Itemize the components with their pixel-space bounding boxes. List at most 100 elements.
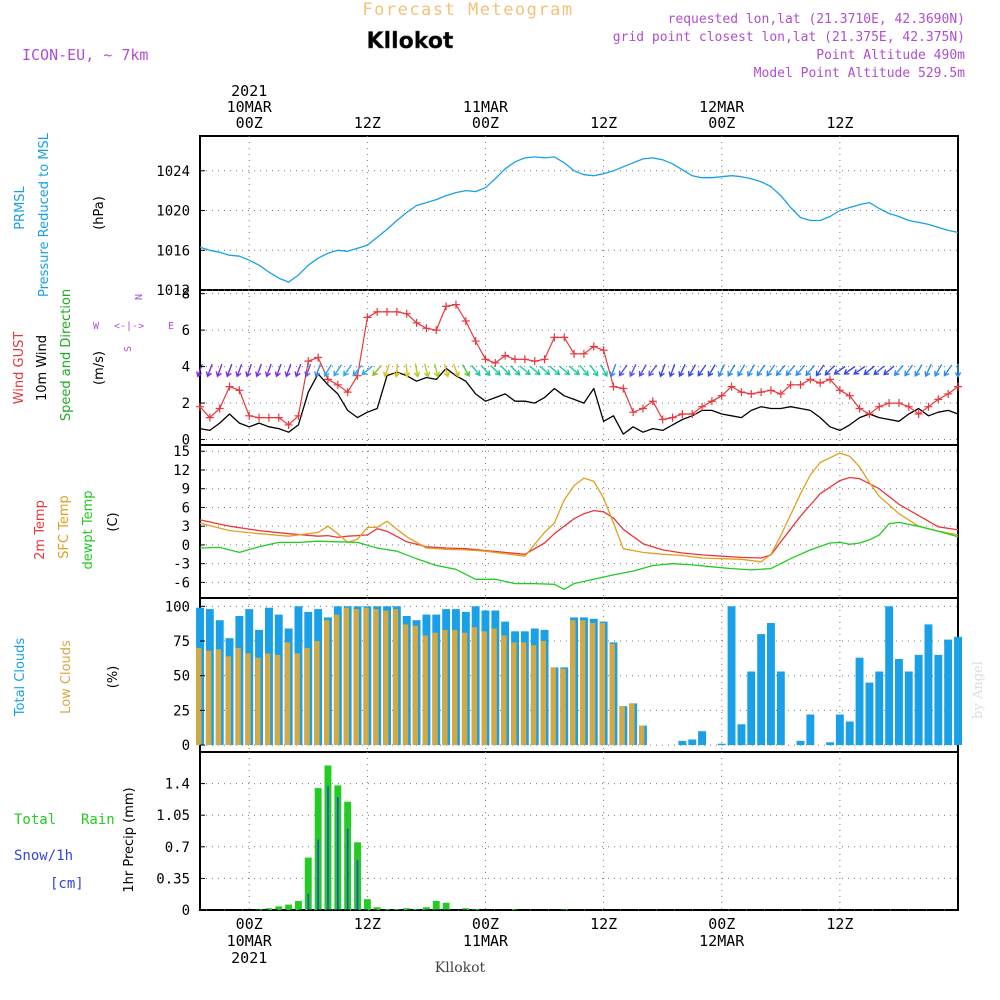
wind-direction-arrow — [509, 365, 521, 376]
wind-direction-arrow — [609, 363, 617, 378]
gust-point — [826, 375, 835, 384]
gust-point — [422, 324, 431, 333]
wind-direction-arrow — [453, 363, 460, 378]
wind-direction-arrow — [393, 363, 400, 378]
ytick-wind: 0 — [182, 433, 190, 449]
ytick-precipitation: 0.35 — [156, 871, 190, 887]
gust-point — [255, 413, 264, 422]
total-cloud-bar — [826, 742, 834, 746]
frame-precipitation — [199, 751, 959, 911]
gust-point — [294, 411, 303, 420]
low-cloud-bar — [205, 650, 212, 745]
total-cloud-bar — [776, 671, 785, 745]
total-cloud-bar — [767, 623, 775, 746]
total-cloud-bar — [944, 639, 953, 745]
low-cloud-bar — [363, 607, 369, 746]
wind-direction-arrow — [638, 364, 647, 378]
product-title: Forecast Meteogram — [362, 0, 573, 20]
low-cloud-bar — [501, 635, 507, 746]
gust-point — [747, 389, 756, 398]
wind-direction-arrow — [873, 365, 885, 376]
gust-point — [540, 355, 549, 364]
wind-direction-arrow — [490, 365, 501, 376]
gust-point — [353, 371, 362, 380]
low-cloud-bar — [629, 703, 635, 745]
label-sfc-temp: SFC Temp — [57, 495, 72, 559]
gust-point — [934, 395, 943, 404]
temp-labels: 2m Temp SFC Temp dewpt Temp (C) — [33, 490, 121, 569]
snow-bar — [307, 893, 310, 910]
top-time-label: 00Z — [472, 114, 499, 132]
wind-direction-arrow — [539, 365, 551, 376]
wind-direction-arrow — [853, 365, 866, 375]
wind-direction-arrow — [863, 365, 875, 376]
low-cloud-bar — [520, 642, 527, 746]
panel-frames — [199, 135, 959, 911]
wind-direction-arrow — [294, 363, 302, 378]
gust-point — [924, 402, 933, 411]
wind-direction-arrow — [727, 364, 736, 378]
total-cloud-bar — [954, 636, 962, 745]
low-cloud-bar — [333, 614, 340, 745]
wind-panel — [196, 300, 962, 435]
wind-direction-arrow — [934, 364, 943, 378]
temperature-panel — [199, 452, 959, 590]
total-cloud-bar — [885, 606, 894, 745]
gust-point — [314, 353, 323, 362]
pressure-panel — [199, 156, 959, 283]
wind-direction-arrow — [678, 364, 686, 378]
compass-west: W — [93, 321, 100, 332]
total-cloud-bar — [865, 682, 874, 745]
wind-direction-arrow — [343, 364, 352, 377]
gust-point — [225, 382, 234, 391]
label-celsius: (C) — [106, 512, 121, 531]
model-name: ICON-EU, ~ 7km — [22, 46, 148, 64]
wind-direction-arrow — [205, 363, 213, 378]
wind-direction-arrow — [519, 365, 531, 376]
low-cloud-bar — [461, 632, 468, 746]
gust-point — [264, 413, 273, 422]
gust-point — [816, 379, 825, 387]
snow-bar — [356, 860, 359, 910]
label-speed-dir: Speed and Direction — [59, 289, 74, 421]
low-cloud-bar — [471, 627, 478, 745]
gust-point — [914, 410, 923, 418]
frame-temperature — [199, 444, 959, 599]
wind-direction-arrow — [480, 364, 491, 377]
gust-point — [235, 386, 244, 395]
gust-point — [274, 413, 283, 422]
gust-point — [904, 402, 913, 411]
rain-bar — [304, 857, 312, 910]
gust-point — [845, 391, 854, 400]
gust-point — [658, 415, 667, 424]
wind-direction-arrow — [274, 363, 282, 378]
gust-point — [766, 386, 775, 395]
wind-direction-arrow — [255, 363, 262, 378]
low-cloud-bar — [599, 623, 606, 746]
label-2m-temp: 2m Temp — [33, 500, 48, 560]
gust-point — [688, 410, 697, 418]
low-cloud-bar — [245, 653, 251, 746]
gust-point — [944, 389, 953, 398]
wind-direction-arrow — [766, 364, 776, 377]
label-10m-wind: 10m Wind — [35, 335, 50, 401]
gust-point — [727, 382, 736, 391]
cloud-labels: Total Clouds Low Clouds (%) — [13, 638, 121, 718]
label-precip-mm: 1hr Precip (mm) — [122, 787, 137, 892]
low-cloud-bar — [639, 725, 645, 745]
ytick-precipitation: 0.7 — [165, 840, 190, 856]
gust-point — [648, 397, 657, 406]
bottom-time-label: 2021 — [231, 949, 267, 967]
wind-direction-arrow — [383, 363, 390, 378]
wind-direction-arrow — [747, 364, 756, 378]
rain-bar — [432, 901, 440, 910]
gust-point — [757, 388, 766, 397]
wind-direction-arrow — [500, 365, 511, 376]
wind-labels: Wind GUST 10m Wind Speed and Direction (… — [12, 289, 174, 421]
total-cloud-bar — [914, 654, 923, 746]
snow-bar — [317, 839, 319, 910]
ytick-pressure: 1020 — [156, 204, 190, 220]
gust-point — [894, 399, 903, 408]
snow-bar — [346, 828, 349, 910]
rain-bar — [383, 909, 391, 910]
